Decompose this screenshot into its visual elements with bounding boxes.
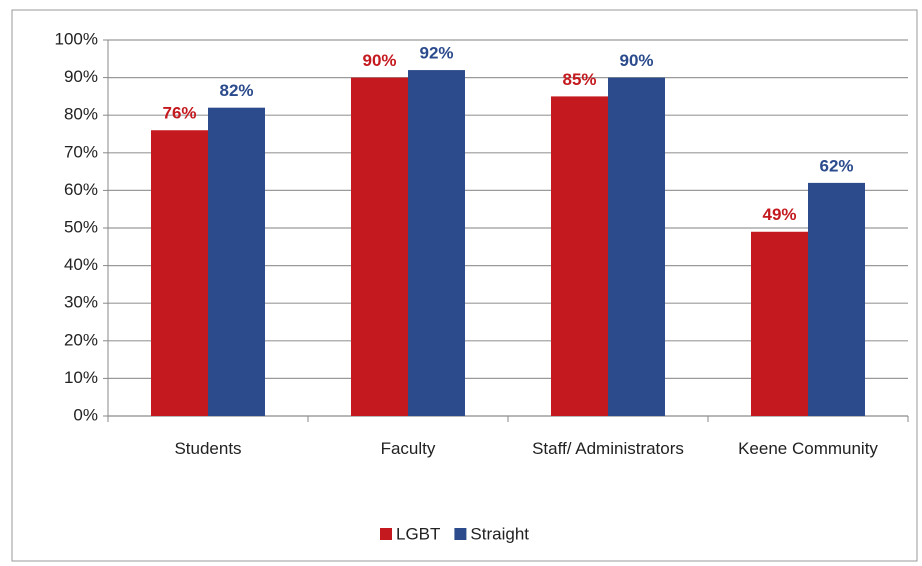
x-tick-label: Keene Community — [738, 439, 878, 458]
value-label: 49% — [762, 205, 796, 224]
bar — [751, 231, 808, 416]
bar — [408, 70, 465, 416]
x-tick-label: Students — [174, 439, 242, 458]
x-tick-label: Staff/ Administrators — [532, 439, 684, 458]
value-label: 62% — [819, 156, 853, 175]
bar — [208, 107, 265, 417]
y-tick-label: 40% — [64, 255, 98, 274]
bar — [608, 77, 665, 416]
bar — [808, 182, 865, 416]
legend-label: LGBT — [396, 524, 440, 543]
y-tick-label: 50% — [64, 217, 98, 236]
y-tick-label: 90% — [64, 67, 98, 86]
bar — [151, 130, 208, 417]
value-label: 90% — [362, 51, 396, 70]
y-tick-label: 80% — [64, 105, 98, 124]
chart-border — [11, 9, 918, 562]
y-tick-label: 10% — [64, 368, 98, 387]
x-tick-label: Faculty — [380, 439, 436, 458]
y-tick-label: 20% — [64, 330, 98, 349]
y-tick-label: 30% — [64, 293, 98, 312]
value-label: 92% — [419, 44, 453, 63]
value-label: 85% — [562, 70, 596, 89]
value-label: 76% — [162, 104, 196, 123]
y-tick-label: 0% — [73, 405, 98, 424]
value-label: 82% — [219, 81, 253, 100]
y-tick-label: 100% — [55, 29, 98, 48]
y-tick-label: 70% — [64, 142, 98, 161]
legend-swatch — [380, 528, 392, 540]
bar — [551, 96, 608, 417]
y-tick-label: 60% — [64, 180, 98, 199]
bar — [351, 77, 408, 416]
legend-swatch — [454, 528, 467, 540]
legend-label: Straight — [470, 524, 529, 543]
value-label: 90% — [619, 51, 653, 70]
